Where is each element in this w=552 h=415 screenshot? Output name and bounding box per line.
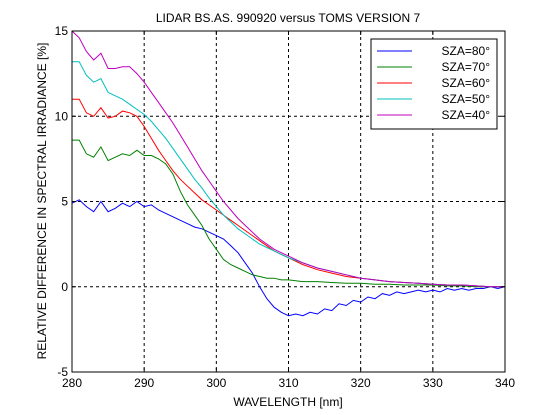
legend-box bbox=[370, 38, 498, 130]
x-tick-label: 290 bbox=[134, 376, 154, 390]
x-tick-label: 340 bbox=[495, 376, 515, 390]
y-tick-label: 15 bbox=[55, 24, 69, 38]
x-tick-label: 280 bbox=[62, 376, 82, 390]
chart-title: LIDAR BS.AS. 990920 versus TOMS VERSION … bbox=[156, 11, 421, 25]
legend-label-1: SZA=80° bbox=[442, 44, 491, 58]
grid-lines bbox=[72, 31, 505, 372]
axis-ticks bbox=[71, 30, 506, 373]
y-tick-labels: -5 0 5 10 15 bbox=[55, 24, 69, 379]
x-tick-label: 310 bbox=[278, 376, 298, 390]
legend-label-2: SZA=70° bbox=[442, 60, 491, 74]
y-axis-title: RELATIVE DIFFERENCE IN SPECTRAL IRRADIAN… bbox=[35, 43, 49, 360]
legend-label-4: SZA=50° bbox=[442, 92, 491, 106]
x-tick-label: 330 bbox=[423, 376, 443, 390]
x-tick-labels: 280 290 300 310 320 330 340 bbox=[62, 376, 515, 390]
series-line-1 bbox=[71, 199, 506, 317]
x-tick-label: 300 bbox=[206, 376, 226, 390]
legend: SZA=80° SZA=70° SZA=60° SZA=50° SZA=40° bbox=[370, 38, 498, 130]
series-line-2 bbox=[72, 139, 505, 288]
x-tick-label: 320 bbox=[351, 376, 371, 390]
series-line-5 bbox=[71, 30, 505, 288]
y-tick-label: 10 bbox=[55, 109, 69, 123]
x-axis-title: WAVELENGTH [nm] bbox=[233, 395, 342, 409]
y-tick-label: -5 bbox=[57, 365, 68, 379]
series-lines bbox=[71, 30, 506, 317]
legend-label-5: SZA=40° bbox=[442, 108, 491, 122]
y-tick-label: 5 bbox=[61, 195, 68, 209]
y-tick-label: 0 bbox=[61, 280, 68, 294]
legend-label-3: SZA=60° bbox=[442, 76, 491, 90]
